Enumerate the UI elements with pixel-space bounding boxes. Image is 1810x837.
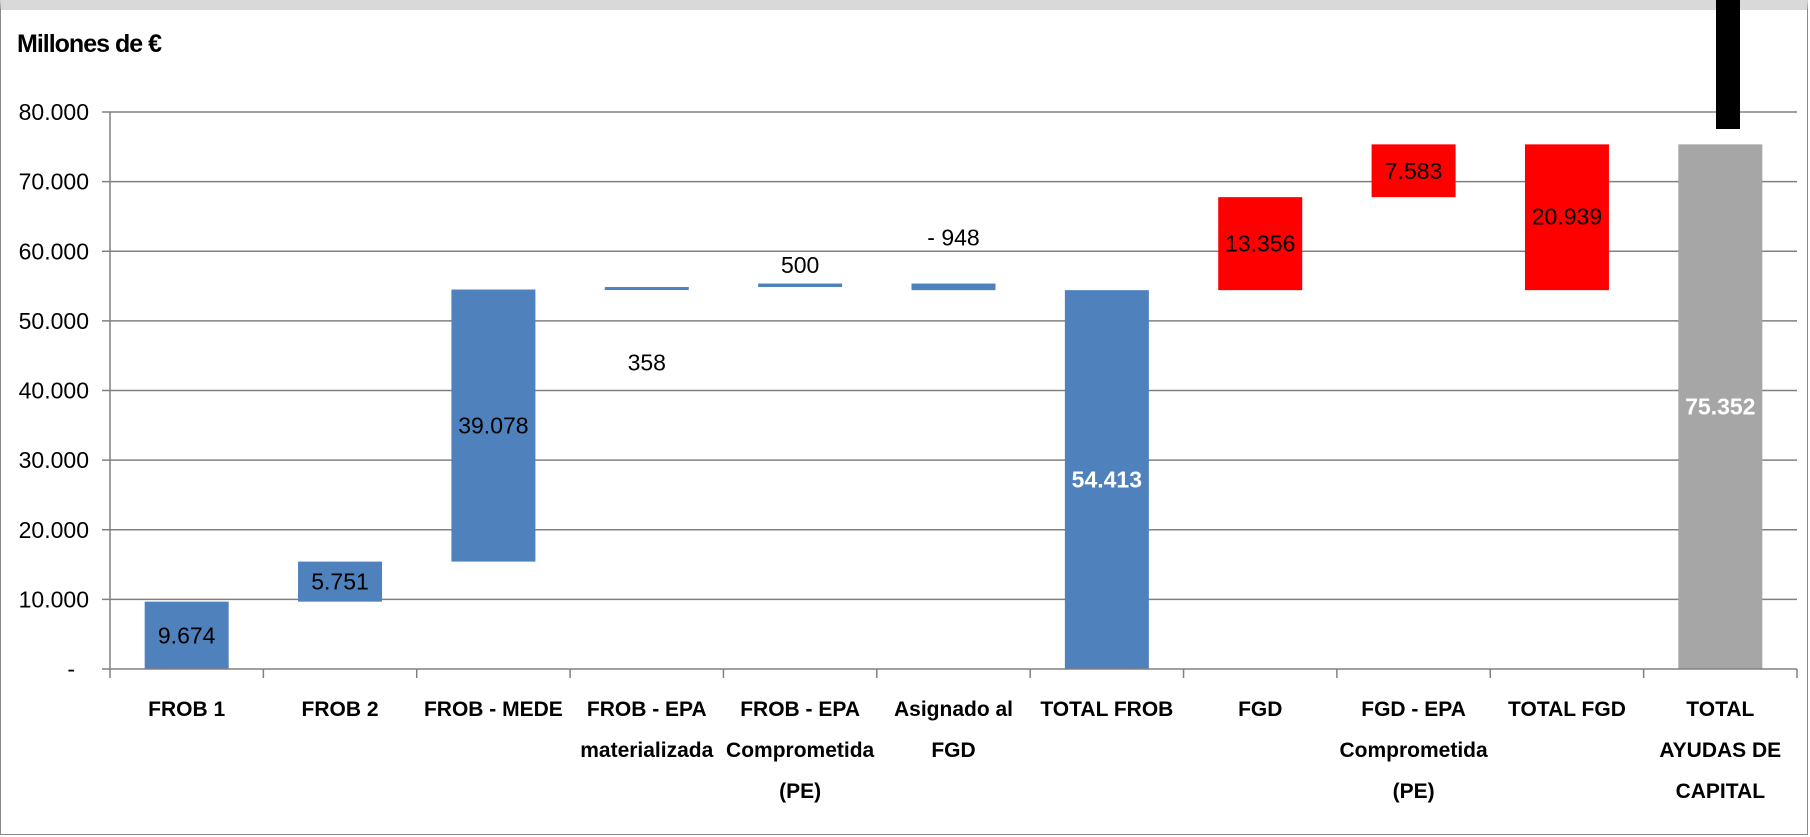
data-labels: 9.674 5.751 39.078 358 500 - 948 54.413 13.356 7… bbox=[158, 158, 1756, 649]
category-label: TOTAL FROB bbox=[1040, 698, 1173, 721]
bar bbox=[911, 283, 996, 291]
category-label: AYUDAS DE bbox=[1659, 739, 1781, 762]
category-label: FGD - EPA bbox=[1361, 698, 1466, 721]
y-axis-ticks: - 10.000 20.000 30.000 40.000 50.000 60.000 70.… bbox=[19, 99, 110, 682]
bar bbox=[758, 283, 843, 288]
category-label: FROB - EPA bbox=[740, 698, 860, 721]
data-label: 13.356 bbox=[1225, 231, 1295, 257]
y-tick-label: 50.000 bbox=[19, 308, 89, 334]
bar bbox=[144, 601, 229, 669]
data-label: 20.939 bbox=[1532, 203, 1602, 229]
bar bbox=[1371, 144, 1456, 198]
bars bbox=[144, 144, 1763, 669]
data-label: 75.352 bbox=[1685, 394, 1755, 420]
category-label: CAPITAL bbox=[1676, 780, 1766, 803]
y-tick-label: 20.000 bbox=[19, 517, 89, 543]
data-label: 39.078 bbox=[458, 413, 528, 439]
x-axis bbox=[109, 112, 1798, 678]
category-label: FGD bbox=[1238, 698, 1282, 721]
bar bbox=[1218, 197, 1303, 291]
category-labels: FROB 1 FROB 2 FROB - MEDE FROB - EPA materia… bbox=[148, 698, 1781, 803]
category-label: FROB 1 bbox=[148, 698, 225, 721]
y-tick-label: 60.000 bbox=[19, 238, 89, 264]
data-label: 5.751 bbox=[311, 569, 369, 595]
y-tick-label: 70.000 bbox=[19, 169, 89, 195]
category-label: FGD bbox=[931, 739, 975, 762]
data-label: - 948 bbox=[927, 224, 979, 250]
data-label: 358 bbox=[628, 350, 666, 376]
category-label: TOTAL FGD bbox=[1508, 698, 1626, 721]
category-label: TOTAL bbox=[1686, 698, 1754, 721]
y-tick-label: 80.000 bbox=[19, 99, 89, 125]
category-label: Comprometida bbox=[726, 739, 875, 762]
category-label: (PE) bbox=[1393, 780, 1435, 803]
bar bbox=[298, 561, 383, 602]
y-tick-label: 30.000 bbox=[19, 447, 89, 473]
data-label: 7.583 bbox=[1385, 158, 1443, 184]
bar bbox=[1524, 144, 1609, 291]
bar bbox=[1678, 144, 1763, 669]
category-label: (PE) bbox=[779, 780, 821, 803]
gridlines bbox=[110, 111, 1797, 601]
category-label: FROB - MEDE bbox=[424, 698, 563, 721]
data-label: 500 bbox=[781, 252, 819, 278]
y-tick-label: 40.000 bbox=[19, 378, 89, 404]
bar bbox=[451, 289, 536, 562]
category-label: FROB - EPA bbox=[587, 698, 707, 721]
bar bbox=[604, 287, 689, 291]
category-label: FROB 2 bbox=[302, 698, 379, 721]
y-tick-label: 10.000 bbox=[19, 586, 89, 612]
y-tick-label: - bbox=[67, 656, 75, 682]
category-label: Comprometida bbox=[1339, 739, 1488, 762]
unit-label: Millones de € bbox=[17, 30, 162, 58]
data-label: 9.674 bbox=[158, 622, 216, 648]
data-label: 54.413 bbox=[1072, 467, 1142, 493]
category-label: materializada bbox=[580, 739, 713, 762]
bar bbox=[1064, 290, 1149, 669]
category-label: Asignado al bbox=[894, 698, 1013, 721]
overflow-bar-segment bbox=[1716, 0, 1740, 129]
